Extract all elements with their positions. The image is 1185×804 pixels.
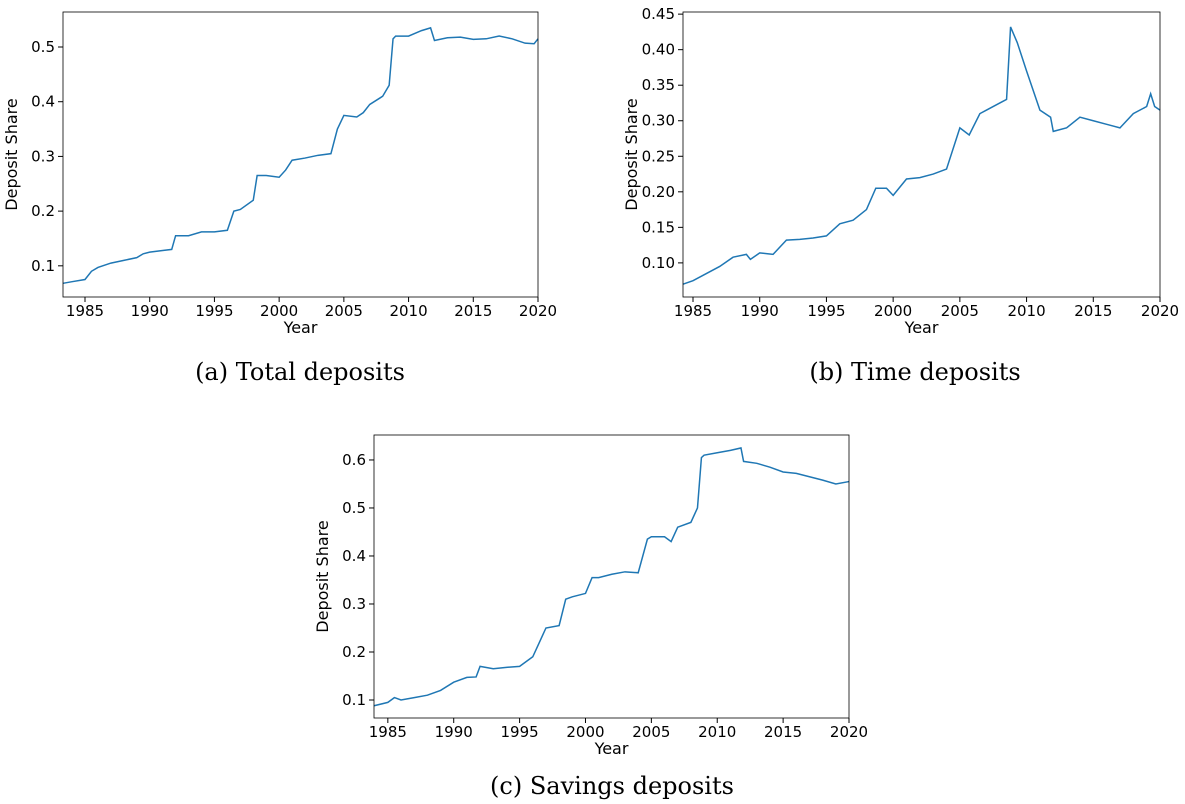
y-tick-label: 0.35 <box>642 76 675 94</box>
y-tick-label: 0.2 <box>31 202 55 220</box>
x-axis-label: Year <box>594 739 629 758</box>
x-axis-label: Year <box>283 318 318 337</box>
y-tick-label: 0.30 <box>642 112 675 130</box>
x-tick-label: 2000 <box>566 723 604 741</box>
y-tick-label: 0.10 <box>642 254 675 272</box>
y-axis-label: Deposit Share <box>2 98 21 210</box>
y-tick-label: 0.40 <box>642 41 675 59</box>
caption: (c) Savings deposits <box>490 772 734 800</box>
data-line <box>373 447 850 707</box>
x-tick-label: 2010 <box>1007 302 1045 320</box>
x-tick-label: 2015 <box>454 302 492 320</box>
x-tick-label: 1985 <box>369 723 407 741</box>
x-tick-label: 1995 <box>501 723 539 741</box>
caption: (b) Time deposits <box>809 358 1020 386</box>
caption: (a) Total deposits <box>195 358 405 386</box>
y-tick-label: 0.20 <box>642 183 675 201</box>
x-tick-label: 1985 <box>66 302 104 320</box>
data-line <box>682 26 1161 285</box>
x-tick-label: 2000 <box>874 302 912 320</box>
y-tick-label: 0.6 <box>342 451 366 469</box>
y-tick-label: 0.3 <box>31 147 55 165</box>
x-tick-label: 2010 <box>389 302 427 320</box>
x-axis-label: Year <box>904 318 939 337</box>
axes-frame <box>62 11 539 298</box>
axes-frame <box>682 11 1161 298</box>
y-tick-label: 0.3 <box>342 595 366 613</box>
x-tick-label: 2015 <box>1074 302 1112 320</box>
data-line <box>62 26 539 285</box>
y-tick-label: 0.1 <box>342 691 366 709</box>
y-tick-label: 0.4 <box>31 93 55 111</box>
x-tick-label: 1995 <box>807 302 845 320</box>
x-tick-label: 2020 <box>1141 302 1179 320</box>
x-tick-label: 1990 <box>741 302 779 320</box>
y-tick-label: 0.15 <box>642 218 675 236</box>
y-tick-label: 0.5 <box>342 499 366 517</box>
x-tick-label: 2020 <box>830 723 868 741</box>
axes-frame <box>373 434 850 719</box>
x-tick-label: 2015 <box>764 723 802 741</box>
y-tick-label: 0.2 <box>342 643 366 661</box>
x-tick-label: 2005 <box>632 723 670 741</box>
y-tick-label: 0.1 <box>31 257 55 275</box>
x-tick-label: 1990 <box>131 302 169 320</box>
x-tick-label: 2020 <box>519 302 557 320</box>
y-tick-label: 0.5 <box>31 38 55 56</box>
x-tick-label: 1995 <box>195 302 233 320</box>
y-axis-label: Deposit Share <box>622 98 641 210</box>
y-axis-label: Deposit Share <box>313 520 332 632</box>
y-tick-label: 0.45 <box>642 5 675 23</box>
y-tick-label: 0.25 <box>642 147 675 165</box>
x-tick-label: 2000 <box>260 302 298 320</box>
x-tick-label: 2005 <box>941 302 979 320</box>
x-tick-label: 1990 <box>435 723 473 741</box>
x-tick-label: 2010 <box>698 723 736 741</box>
x-tick-label: 1985 <box>674 302 712 320</box>
y-tick-label: 0.4 <box>342 547 366 565</box>
x-tick-label: 2005 <box>325 302 363 320</box>
